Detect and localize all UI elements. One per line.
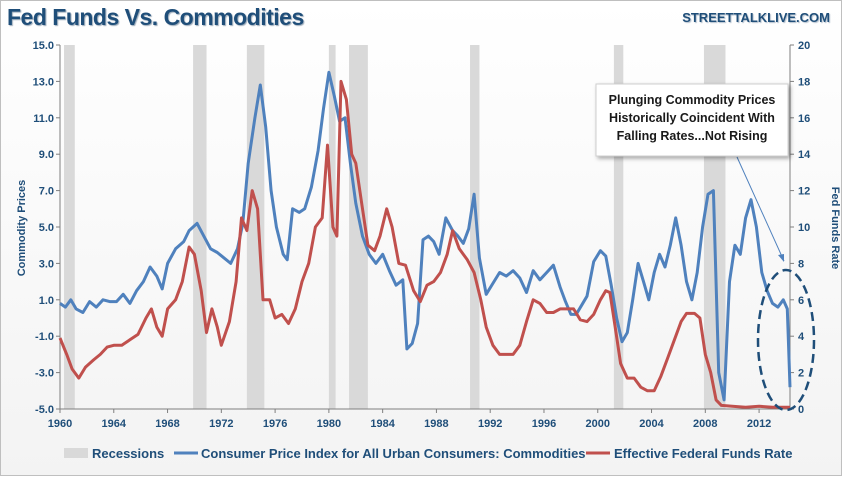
x-tick-label-6: 1984	[370, 418, 395, 430]
axes: -5.0 -3.0 -1.0 1.0 3.0 5.0 7.0 9.0 11.0 13.0 15.0 0…	[33, 40, 812, 430]
brand-label: STREETTALKLIVE.COM	[682, 10, 830, 25]
y-tick-label-2: -1.0	[35, 331, 54, 343]
legend-swatch-recessions	[64, 448, 88, 458]
annotation-line-2: Historically Coincident With	[609, 111, 775, 125]
cpi-commodities-line	[59, 70, 792, 402]
fed-funds-rate-line	[58, 79, 790, 409]
annotation-arrowhead	[778, 254, 784, 262]
annotation-line-3: Falling Rates...Not Rising	[617, 129, 768, 143]
recession-band-4	[349, 45, 368, 409]
y-tick-label-9: 13.0	[33, 76, 54, 88]
x-tick-label-11: 2004	[639, 418, 664, 430]
x-tick-label-8: 1992	[478, 418, 502, 430]
series-lines	[58, 70, 792, 409]
y2-tick-label-1: 2	[798, 368, 804, 380]
y-axis-label: Commodity Prices	[16, 180, 28, 277]
x-tick-label-7: 1988	[424, 418, 448, 430]
legend-label-recessions: Recessions	[92, 446, 164, 461]
x-tick-label-3: 1972	[209, 418, 233, 430]
y-tick-label-3: 1.0	[39, 295, 54, 307]
x-tick-label-5: 1980	[317, 418, 341, 430]
y-tick-label-1: -3.0	[35, 368, 54, 380]
y-tick-label-8: 11.0	[33, 113, 54, 125]
legend-label-cpi: Consumer Price Index for All Urban Consu…	[201, 446, 586, 461]
y2-tick-label-4: 8	[798, 258, 804, 270]
recession-band-6	[613, 45, 624, 409]
x-tick-label-0: 1960	[48, 418, 72, 430]
y-tick-label-6: 7.0	[39, 186, 54, 198]
y2-tick-label-0: 0	[798, 404, 804, 416]
recession-band-5	[470, 45, 480, 409]
y2-tick-label-6: 12	[798, 186, 810, 198]
recession-band-0	[64, 45, 75, 409]
x-tick-label-1: 1964	[102, 418, 127, 430]
y-tick-label-7: 9.0	[39, 149, 54, 161]
x-tick-label-4: 1976	[263, 418, 287, 430]
x-tick-label-13: 2012	[747, 418, 771, 430]
x-tick-label-9: 1996	[532, 418, 556, 430]
y2-tick-label-3: 6	[798, 295, 804, 307]
y2-tick-label-8: 16	[798, 113, 810, 125]
y2-tick-label-7: 14	[798, 149, 811, 161]
x-tick-label-10: 2000	[586, 418, 610, 430]
legend-label-ffr: Effective Federal Funds Rate	[614, 446, 792, 461]
y2-tick-label-2: 4	[798, 331, 805, 343]
y2-axis-label: Fed Funds Rate	[829, 187, 841, 270]
y-tick-label-4: 3.0	[39, 258, 54, 270]
y-tick-label-5: 5.0	[39, 222, 54, 234]
highlight-ellipse	[756, 268, 816, 412]
y2-tick-label-10: 20	[798, 40, 810, 52]
chart-title: Fed Funds Vs. Commodities	[7, 4, 304, 30]
y-tick-label-0: -5.0	[35, 404, 54, 416]
y2-tick-label-9: 18	[798, 76, 810, 88]
annotation-box	[595, 83, 789, 157]
annotation-line-1: Plunging Commodity Prices	[609, 93, 776, 107]
y-tick-label-10: 15.0	[33, 40, 54, 52]
annotation-arrow	[736, 156, 785, 262]
y2-tick-label-5: 10	[798, 222, 810, 234]
x-tick-label-2: 1968	[155, 418, 179, 430]
legend: Recessions Consumer Price Index for All …	[64, 446, 792, 461]
x-tick-label-12: 2008	[693, 418, 717, 430]
